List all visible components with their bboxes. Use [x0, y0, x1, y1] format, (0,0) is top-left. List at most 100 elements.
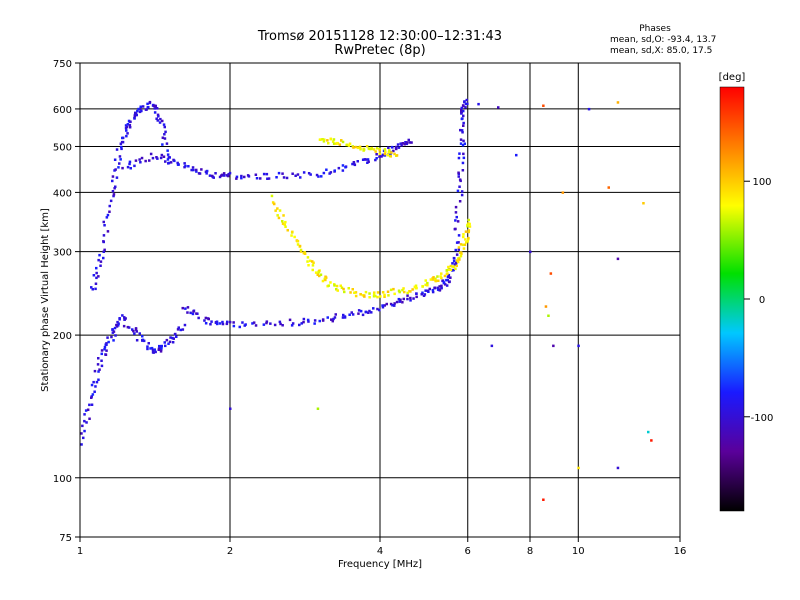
data-point — [467, 222, 470, 225]
data-point — [214, 172, 217, 175]
data-point — [445, 272, 449, 276]
data-point — [152, 104, 156, 108]
data-point — [80, 432, 83, 435]
data-point — [408, 141, 412, 144]
data-point — [116, 320, 119, 324]
data-point — [228, 320, 232, 324]
data-point — [415, 295, 418, 299]
data-point — [122, 324, 126, 328]
data-point — [447, 268, 450, 271]
data-point — [259, 177, 262, 180]
data-point — [171, 341, 175, 344]
data-point — [235, 177, 238, 180]
data-point — [97, 275, 100, 278]
data-point — [126, 132, 129, 135]
data-point — [454, 205, 458, 209]
data-point — [367, 147, 371, 150]
data-point — [312, 261, 315, 264]
data-point — [148, 100, 152, 104]
data-point — [403, 290, 406, 294]
data-point — [169, 336, 172, 339]
data-point — [399, 142, 402, 145]
data-point — [166, 158, 170, 161]
data-point — [324, 278, 327, 282]
data-point — [426, 289, 429, 292]
data-point — [607, 186, 610, 189]
data-point — [454, 248, 457, 252]
data-point — [436, 286, 439, 290]
data-point — [158, 121, 162, 124]
data-point — [155, 156, 158, 159]
data-point — [357, 146, 360, 149]
data-point — [100, 349, 104, 352]
data-point — [313, 319, 317, 322]
data-point — [461, 144, 465, 147]
data-point — [150, 346, 154, 350]
data-point — [341, 316, 345, 319]
data-point — [186, 306, 190, 309]
data-point — [462, 114, 465, 118]
data-point — [458, 185, 461, 188]
data-point — [549, 272, 553, 275]
data-point — [456, 220, 460, 223]
data-point — [381, 291, 385, 294]
data-point — [440, 284, 443, 288]
data-point — [118, 162, 121, 165]
data-point — [195, 168, 198, 172]
data-point — [91, 393, 95, 396]
data-point — [347, 144, 351, 147]
data-point — [160, 153, 164, 157]
data-point — [515, 153, 518, 157]
data-point — [428, 287, 431, 291]
data-point — [368, 309, 371, 313]
data-point — [650, 439, 653, 442]
data-point — [409, 299, 412, 302]
data-point — [398, 290, 401, 294]
data-point — [269, 322, 272, 325]
data-point — [468, 222, 471, 226]
data-point — [376, 307, 379, 311]
data-point — [424, 289, 427, 292]
data-point — [108, 210, 111, 213]
data-point — [146, 347, 149, 351]
data-point — [412, 297, 415, 300]
data-point — [146, 345, 149, 348]
data-point — [156, 113, 160, 117]
data-point — [283, 223, 286, 226]
data-point — [103, 248, 106, 252]
data-point — [294, 174, 297, 177]
x-tick-label: 8 — [527, 546, 533, 557]
data-point — [415, 292, 418, 295]
data-point — [221, 322, 225, 326]
data-point — [218, 322, 222, 325]
data-point — [397, 289, 401, 292]
data-point — [464, 230, 468, 233]
data-point — [462, 247, 466, 250]
data-point — [163, 125, 166, 129]
data-point — [356, 160, 359, 163]
data-point — [447, 265, 450, 269]
data-point — [95, 276, 98, 280]
data-point — [86, 408, 90, 411]
data-point — [463, 243, 467, 246]
data-point — [460, 112, 463, 115]
data-point — [131, 328, 134, 331]
data-point — [318, 274, 321, 278]
data-point — [467, 230, 470, 234]
data-point — [147, 342, 150, 345]
data-point — [117, 322, 120, 325]
data-point — [392, 149, 395, 153]
data-point — [587, 107, 591, 111]
data-point — [106, 213, 110, 217]
data-point — [195, 312, 198, 315]
data-point — [434, 277, 437, 280]
data-point — [461, 161, 465, 165]
chart-title: Tromsø 20151128 12:30:00–12:31:43 — [257, 29, 502, 44]
data-point — [322, 140, 326, 143]
data-point — [83, 429, 86, 433]
data-point — [454, 219, 457, 222]
data-point — [281, 172, 284, 175]
data-point — [192, 310, 195, 313]
data-point — [174, 332, 177, 336]
data-point — [446, 278, 449, 282]
